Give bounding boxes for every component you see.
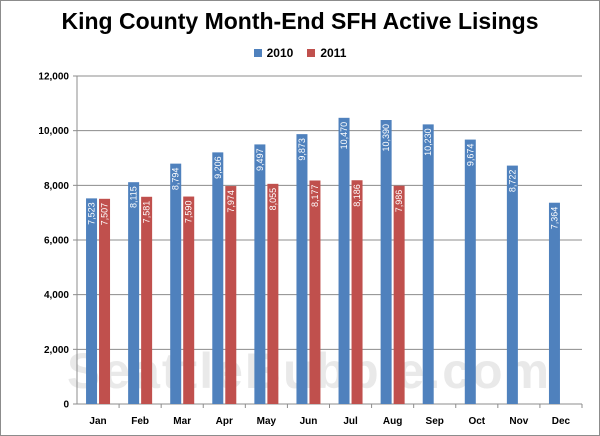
y-tick-label: 10,000 — [38, 126, 69, 137]
data-label-2010-dec: 7,364 — [549, 207, 559, 230]
bar-2010-jul — [338, 117, 350, 404]
data-label-2011-feb: 7,581 — [142, 201, 152, 224]
bar-2011-jul — [351, 180, 363, 404]
x-tick-label: Sep — [426, 416, 444, 427]
data-label-2010-may: 9,497 — [255, 148, 265, 171]
bar-2010-aug — [380, 120, 392, 405]
data-label-2011-jan: 7,507 — [100, 203, 110, 226]
data-label-2010-feb: 8,115 — [129, 186, 139, 208]
x-tick-label: Dec — [552, 416, 571, 427]
watermark: SeattleBubble.com — [67, 343, 551, 399]
chart-legend: 2010 2011 — [0, 46, 600, 60]
data-label-2010-apr: 9,206 — [213, 156, 223, 179]
bar-2010-apr — [212, 152, 224, 404]
bar-2010-dec — [548, 202, 560, 404]
chart-title: King County Month-End SFH Active Lisings — [61, 8, 539, 34]
bar-2011-mar — [183, 196, 195, 404]
data-label-2010-aug: 10,390 — [381, 124, 391, 152]
x-tick-label: May — [257, 416, 277, 427]
x-tick-label: Mar — [173, 416, 191, 427]
data-label-2010-jul: 10,470 — [339, 122, 349, 150]
data-label-2011-may: 8,055 — [268, 188, 278, 211]
data-label-2011-apr: 7,974 — [226, 190, 236, 213]
legend-label-2010: 2010 — [266, 46, 294, 60]
data-label-2010-nov: 8,722 — [507, 170, 517, 193]
data-label-2010-oct: 9,674 — [465, 144, 475, 167]
y-tick-label: 2,000 — [44, 345, 69, 356]
x-tick-label: Feb — [131, 416, 149, 427]
x-tick-label: Jun — [300, 416, 318, 427]
bar-2010-may — [254, 144, 266, 404]
x-tick-label: Jul — [343, 416, 358, 427]
y-tick-label: 6,000 — [44, 236, 69, 247]
y-tick-label: 0 — [63, 400, 69, 411]
bar-2010-nov — [506, 165, 518, 404]
bar-2010-mar — [170, 163, 182, 404]
bar-2010-jun — [296, 134, 308, 404]
bar-2011-jun — [309, 180, 321, 404]
data-label-2011-jul: 8,186 — [352, 184, 362, 207]
x-tick-label: Apr — [216, 416, 233, 427]
bar-2011-aug — [393, 185, 405, 404]
legend-swatch-2010 — [253, 49, 262, 57]
data-label-2011-jun: 8,177 — [310, 184, 320, 207]
x-tick-label: Aug — [383, 416, 402, 427]
data-label-2011-mar: 7,590 — [184, 201, 194, 224]
data-label-2010-sep: 10,230 — [423, 128, 433, 156]
x-tick-label: Oct — [468, 416, 485, 427]
bar-2011-jan — [99, 198, 111, 404]
bar-2010-feb — [128, 182, 140, 404]
legend-item-2010: 2010 — [253, 46, 294, 60]
bar-2010-sep — [422, 124, 434, 404]
data-label-2010-jan: 7,523 — [87, 202, 97, 225]
bar-2011-may — [267, 183, 279, 404]
data-label-2010-mar: 8,794 — [171, 168, 181, 191]
y-tick-label: 8,000 — [44, 181, 69, 192]
x-tick-label: Nov — [509, 416, 528, 427]
data-label-2011-aug: 7,986 — [394, 190, 404, 213]
x-tick-label: Jan — [89, 416, 106, 427]
bar-2010-jan — [86, 198, 98, 404]
legend-item-2011: 2011 — [307, 46, 346, 60]
y-tick-label: 12,000 — [38, 72, 69, 83]
legend-swatch-2011 — [307, 49, 316, 57]
legend-label-2011: 2011 — [320, 46, 347, 60]
bar-2010-oct — [464, 139, 476, 404]
bar-2011-apr — [225, 186, 237, 404]
y-tick-label: 4,000 — [44, 290, 69, 301]
data-label-2010-jun: 9,873 — [297, 138, 307, 161]
bar-2011-feb — [141, 196, 153, 404]
